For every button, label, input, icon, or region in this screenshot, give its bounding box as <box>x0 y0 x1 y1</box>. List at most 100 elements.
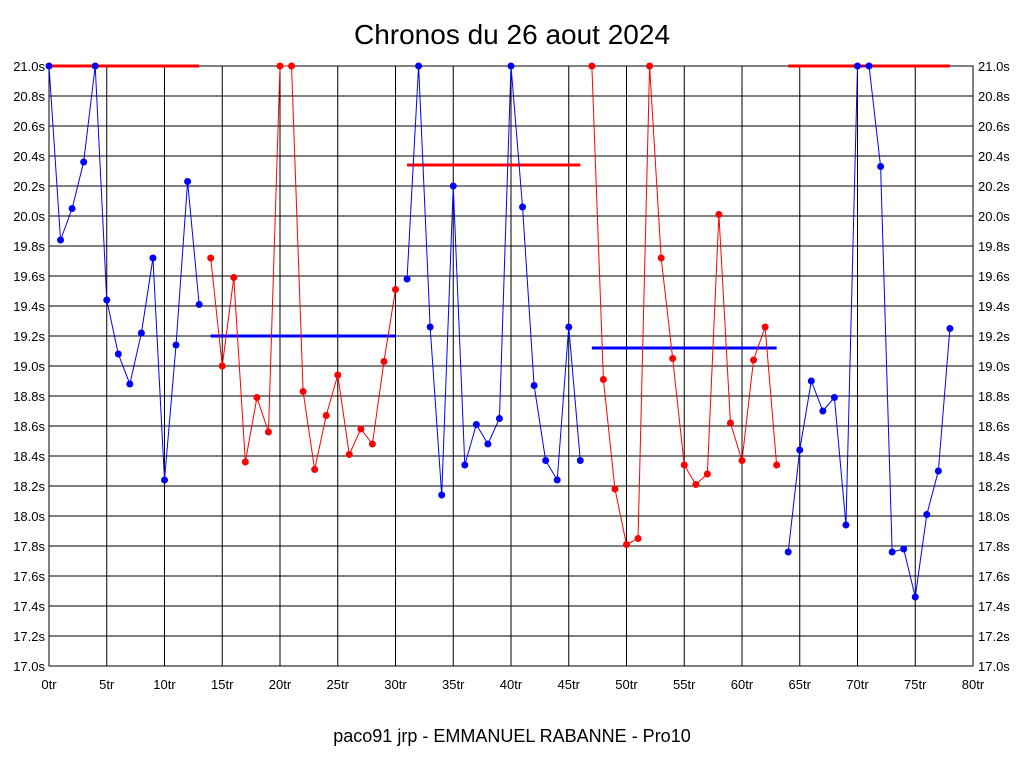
data-point <box>68 205 76 212</box>
x-axis-tick-labels: 0tr 5tr 10tr 15tr 20tr 25tr 30tr 35tr 40tr 45tr 50… <box>41 677 984 692</box>
y-tick-label-right: 20.6s <box>978 119 1010 134</box>
y-tick-label-right: 20.0s <box>978 209 1010 224</box>
data-point <box>161 476 168 484</box>
series-line <box>406 65 581 496</box>
y-tick-label-right: 17.0s <box>978 659 1010 674</box>
data-point <box>114 350 122 358</box>
data-point <box>184 178 192 185</box>
y-tick-label-left: 20.2s <box>13 179 45 194</box>
data-point <box>657 254 665 262</box>
data-point <box>334 371 342 379</box>
chart-title: Chronos du 26 aout 2024 <box>354 19 670 50</box>
y-axis-right-tick-labels: 17.0s 17.2s 17.4s 17.6s 17.8s 18.0s 18.2s 18.4s… <box>978 59 1010 674</box>
y-tick-label-right: 18.8s <box>978 389 1010 404</box>
data-point <box>934 467 942 475</box>
y-tick-label-right: 18.2s <box>978 479 1010 494</box>
data-point <box>507 62 515 70</box>
data-point <box>380 358 388 365</box>
data-point <box>472 421 480 428</box>
y-tick-label-left: 18.0s <box>13 509 45 524</box>
x-tick-label: 40tr <box>500 677 523 692</box>
series-5 <box>784 62 954 601</box>
x-tick-label: 0tr <box>41 677 57 692</box>
data-point <box>576 457 584 464</box>
data-point <box>126 380 134 388</box>
data-point <box>207 254 215 262</box>
y-tick-label-right: 17.4s <box>978 599 1010 614</box>
y-tick-label-left: 18.8s <box>13 389 45 404</box>
data-point <box>911 593 919 601</box>
series-line <box>210 65 396 470</box>
data-point <box>276 62 284 70</box>
data-point <box>923 511 931 518</box>
data-point <box>288 62 296 70</box>
data-point <box>195 301 203 308</box>
data-point <box>726 419 734 427</box>
x-tick-label: 20tr <box>269 677 292 692</box>
y-tick-label-right: 20.8s <box>978 89 1010 104</box>
x-tick-label: 30tr <box>384 677 407 692</box>
y-axis-left-tick-labels: 17.0s 17.2s 17.4s 17.6s 17.8s 18.0s 18.2s 18.4s… <box>13 59 45 674</box>
x-tick-label: 65tr <box>789 677 812 692</box>
data-point <box>773 461 781 469</box>
y-tick-label-left: 20.4s <box>13 149 45 164</box>
data-point <box>634 535 642 542</box>
series-4 <box>588 62 781 548</box>
data-point <box>149 254 157 262</box>
data-point <box>45 62 53 70</box>
series-2 <box>207 62 399 473</box>
x-tick-label: 75tr <box>904 677 927 692</box>
data-point <box>392 286 399 293</box>
y-tick-label-right: 19.0s <box>978 359 1010 374</box>
data-point <box>495 415 503 422</box>
data-point <box>715 211 723 218</box>
data-point <box>57 236 65 244</box>
data-point <box>218 362 226 370</box>
series-layer <box>45 62 954 601</box>
x-tick-label: 55tr <box>673 677 696 692</box>
data-point <box>519 203 527 211</box>
data-point <box>888 548 896 556</box>
data-point <box>946 325 954 332</box>
data-point <box>253 394 261 401</box>
data-point <box>357 425 365 433</box>
data-point <box>553 476 561 484</box>
data-point <box>565 323 573 331</box>
y-tick-label-right: 20.2s <box>978 179 1010 194</box>
data-point <box>368 440 376 448</box>
data-point <box>784 548 792 556</box>
data-point <box>103 296 111 304</box>
data-point <box>680 461 688 469</box>
y-tick-label-left: 20.8s <box>13 89 45 104</box>
data-point <box>761 323 769 331</box>
y-tick-label-right: 17.2s <box>978 629 1010 644</box>
data-point <box>900 545 908 553</box>
y-tick-label-right: 17.8s <box>978 539 1010 554</box>
data-point <box>807 377 815 385</box>
data-point <box>426 323 434 331</box>
data-point <box>750 356 758 364</box>
y-tick-label-left: 19.6s <box>13 269 45 284</box>
y-tick-label-left: 20.6s <box>13 119 45 134</box>
data-point <box>865 62 873 70</box>
y-tick-label-left: 18.4s <box>13 449 45 464</box>
x-tick-label: 35tr <box>442 677 465 692</box>
data-point <box>830 394 838 401</box>
data-point <box>669 355 677 362</box>
y-tick-label-left: 20.0s <box>13 209 45 224</box>
y-tick-label-left: 19.4s <box>13 299 45 314</box>
y-tick-label-right: 17.6s <box>978 569 1010 584</box>
y-tick-label-left: 21.0s <box>13 59 45 74</box>
data-point <box>484 440 492 448</box>
x-tick-label: 25tr <box>327 677 350 692</box>
x-tick-label: 80tr <box>962 677 985 692</box>
y-tick-label-left: 19.2s <box>13 329 45 344</box>
data-point <box>461 461 469 469</box>
data-point <box>530 382 538 389</box>
y-tick-label-left: 17.6s <box>13 569 45 584</box>
data-point <box>299 388 307 395</box>
y-tick-label-left: 17.4s <box>13 599 45 614</box>
x-tick-label: 45tr <box>558 677 581 692</box>
data-point <box>415 62 423 70</box>
data-point <box>80 158 88 166</box>
